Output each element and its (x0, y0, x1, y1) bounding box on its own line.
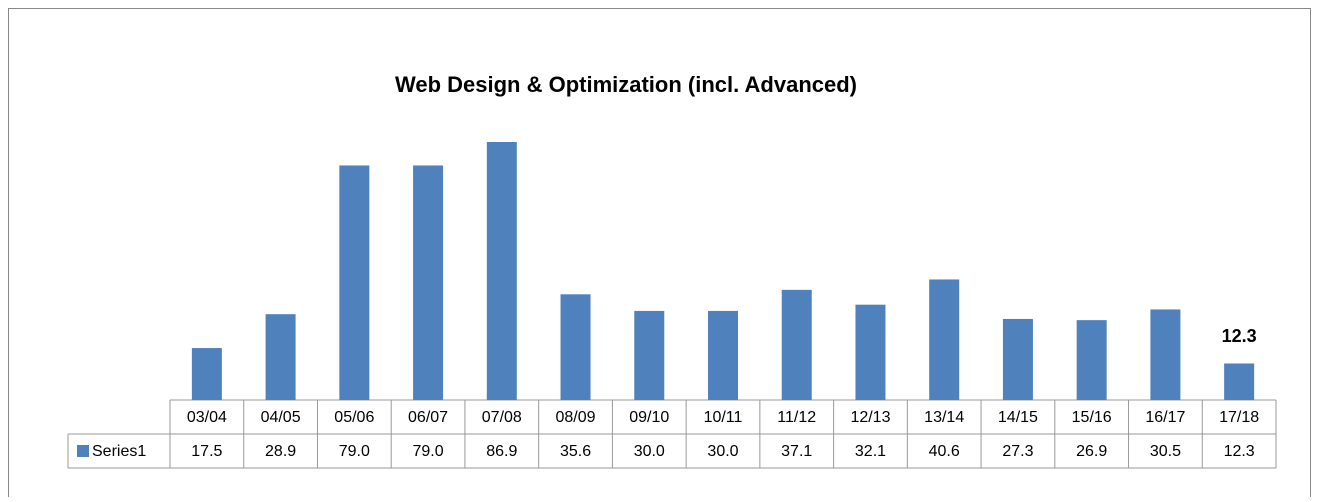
x-tick-label: 04/05 (261, 409, 301, 426)
bar (855, 304, 886, 400)
legend-label: Series1 (92, 443, 146, 460)
x-tick-label: 17/18 (1219, 409, 1259, 426)
table-value: 30.0 (634, 443, 665, 460)
x-tick-label: 14/15 (998, 409, 1038, 426)
table-value: 32.1 (855, 443, 886, 460)
legend-swatch (77, 445, 89, 457)
x-tick-label: 05/06 (334, 409, 374, 426)
bar (265, 314, 296, 400)
table-value: 26.9 (1076, 443, 1107, 460)
bar (1150, 309, 1181, 400)
table-value: 12.3 (1224, 443, 1255, 460)
x-tick-label: 15/16 (1072, 409, 1112, 426)
table-value: 40.6 (929, 443, 960, 460)
table-value: 17.5 (191, 443, 222, 460)
x-tick-label: 16/17 (1145, 409, 1185, 426)
bar (1002, 318, 1033, 400)
x-tick-label: 03/04 (187, 409, 227, 426)
x-tick-label: 11/12 (777, 409, 816, 426)
table-value: 28.9 (265, 443, 296, 460)
x-tick-label: 13/14 (924, 409, 964, 426)
bar (1224, 363, 1255, 400)
bar (560, 294, 591, 400)
bar (191, 348, 222, 400)
table-value: 30.0 (707, 443, 738, 460)
bar (781, 289, 812, 400)
x-tick-label: 12/13 (850, 409, 890, 426)
table-value: 86.9 (486, 443, 517, 460)
table-value: 27.3 (1002, 443, 1033, 460)
chart-frame (8, 8, 1311, 502)
x-tick-label: 07/08 (482, 409, 522, 426)
bar (634, 310, 665, 400)
x-tick-label: 09/10 (629, 409, 669, 426)
bar (708, 310, 738, 400)
bar (413, 165, 444, 400)
data-label: 12.3 (1222, 326, 1257, 346)
x-tick-label: 08/09 (556, 409, 596, 426)
bar (486, 142, 517, 400)
x-tick-label: 10/11 (704, 409, 743, 426)
x-tick-label: 06/07 (408, 409, 448, 426)
table-value: 79.0 (339, 443, 370, 460)
bar (339, 165, 370, 400)
table-value: 37.1 (781, 443, 812, 460)
bar (1076, 320, 1107, 400)
table-value: 35.6 (560, 443, 591, 460)
bar (929, 279, 960, 400)
table-value: 30.5 (1150, 443, 1181, 460)
chart-title: Web Design & Optimization (incl. Advance… (395, 72, 857, 97)
table-value: 79.0 (412, 443, 443, 460)
